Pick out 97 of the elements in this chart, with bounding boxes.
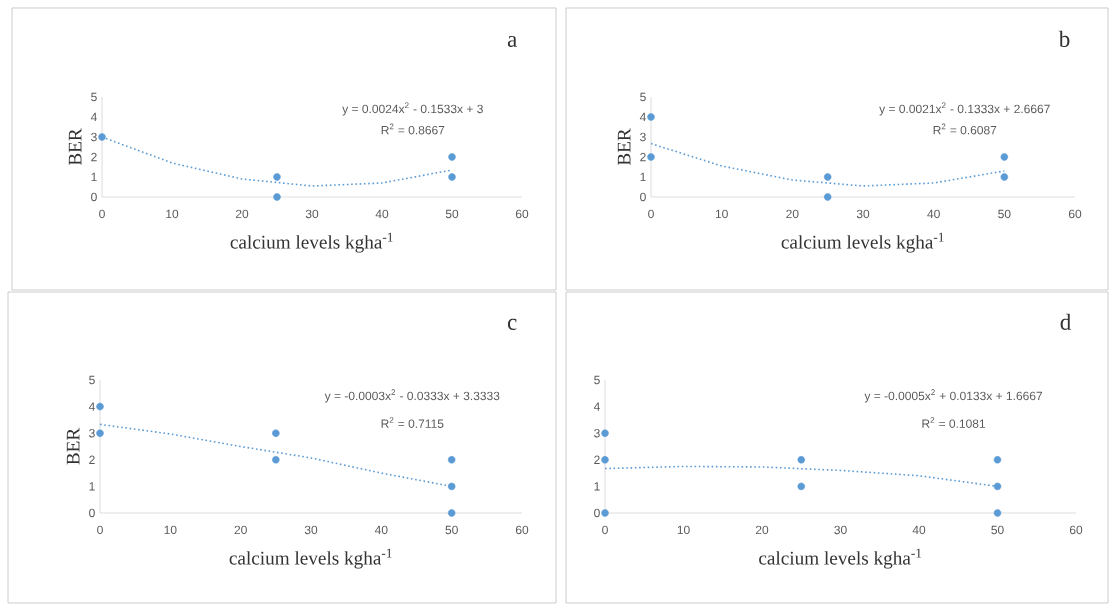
point bbox=[1000, 173, 1009, 181]
chart-title: d bbox=[1060, 313, 1072, 330]
x-tick-label: 50 bbox=[998, 209, 1011, 219]
annotation: R$^{2}$ = 0.1081 bbox=[922, 417, 986, 428]
chart-title: c bbox=[507, 318, 517, 330]
point bbox=[797, 456, 805, 464]
point bbox=[823, 193, 832, 201]
x-tick-label: 50 bbox=[991, 525, 1004, 535]
annotation: R$^{2}$ = 0.7115 bbox=[381, 417, 444, 428]
x-axis-title: calcium levels kgha$^{-1}$ bbox=[230, 232, 393, 253]
y-tick-label: 4 bbox=[90, 112, 97, 122]
y-tick-label: 0 bbox=[594, 508, 600, 518]
point bbox=[993, 482, 1002, 491]
x-tick-label: 30 bbox=[305, 209, 319, 219]
point bbox=[447, 456, 456, 464]
annotation: y = 0.0021x$^{2}$ - 0.1333x + 2.6667 bbox=[879, 102, 1050, 116]
y-tick-label: 1 bbox=[594, 482, 600, 491]
point bbox=[447, 509, 456, 517]
point bbox=[797, 482, 805, 491]
point bbox=[601, 429, 609, 437]
y-tick-label: 4 bbox=[639, 112, 646, 122]
point bbox=[272, 429, 280, 437]
y-tick-label: 0 bbox=[89, 508, 95, 518]
point bbox=[1000, 153, 1009, 161]
point bbox=[96, 429, 104, 437]
annotation: y = -0.0003x$^{2}$ - 0.0333x + 3.3333 bbox=[324, 389, 500, 403]
x-tick-label: 30 bbox=[834, 525, 847, 535]
point bbox=[96, 402, 104, 411]
point bbox=[273, 193, 281, 201]
x-tick-label: 0 bbox=[99, 209, 105, 219]
chart-title: b bbox=[1058, 30, 1070, 47]
x-tick-label: 50 bbox=[445, 209, 459, 219]
point bbox=[447, 482, 456, 491]
x-axis-title: calcium levels kgha$^{-1}$ bbox=[229, 548, 392, 569]
y-tick-label: 4 bbox=[593, 402, 600, 411]
y-tick-label: 0 bbox=[640, 192, 646, 202]
x-tick-label: 20 bbox=[786, 209, 799, 219]
y-axis-title: BER bbox=[66, 427, 80, 465]
y-tick-label: 5 bbox=[89, 375, 95, 385]
x-tick-label: 40 bbox=[912, 525, 926, 535]
y-tick-label: 1 bbox=[89, 482, 95, 491]
x-tick-label: 20 bbox=[234, 525, 247, 535]
x-tick-label: 40 bbox=[375, 209, 389, 219]
point bbox=[98, 133, 106, 141]
y-tick-label: 3 bbox=[89, 428, 95, 438]
point bbox=[601, 509, 609, 517]
x-tick-label: 60 bbox=[515, 209, 529, 219]
x-tick-label: 10 bbox=[715, 209, 728, 219]
y-tick-label: 2 bbox=[594, 455, 600, 464]
x-tick-label: 60 bbox=[1068, 209, 1082, 219]
y-tick-label: 5 bbox=[594, 375, 600, 385]
x-tick-label: 40 bbox=[374, 525, 388, 535]
x-tick-label: 10 bbox=[164, 525, 177, 535]
x-tick-label: 40 bbox=[927, 209, 940, 219]
x-tick-label: 20 bbox=[235, 209, 249, 219]
y-tick-label: 2 bbox=[91, 152, 97, 162]
y-tick-label: 3 bbox=[594, 428, 600, 438]
y-tick-label: 4 bbox=[88, 402, 95, 411]
x-tick-label: 60 bbox=[1069, 525, 1083, 535]
x-tick-label: 10 bbox=[166, 209, 179, 219]
x-tick-label: 50 bbox=[445, 525, 458, 535]
x-tick-label: 60 bbox=[515, 525, 529, 535]
x-tick-label: 0 bbox=[648, 209, 654, 219]
x-axis-title: calcium levels kgha$^{-1}$ bbox=[781, 232, 944, 253]
point bbox=[448, 153, 456, 161]
x-tick-label: 30 bbox=[304, 525, 318, 535]
point bbox=[273, 173, 281, 181]
y-axis-title: BER bbox=[617, 128, 631, 166]
point bbox=[993, 509, 1002, 517]
y-tick-label: 1 bbox=[91, 172, 97, 182]
line-series bbox=[650, 142, 1006, 187]
point bbox=[647, 153, 655, 161]
x-tick-label: 30 bbox=[856, 209, 870, 219]
point bbox=[601, 456, 609, 464]
annotation: y = -0.0005x$^{2}$ + 0.0133x + 1.6667 bbox=[864, 389, 1043, 403]
y-axis-title: BER bbox=[68, 128, 82, 166]
x-tick-label: 0 bbox=[602, 525, 608, 535]
y-tick-label: 0 bbox=[91, 192, 97, 202]
annotation: y = 0.0024x$^{2}$ - 0.1533x + 3 bbox=[342, 102, 483, 116]
y-tick-label: 5 bbox=[91, 92, 97, 102]
chart-title: a bbox=[507, 35, 517, 47]
y-tick-label: 2 bbox=[89, 455, 95, 464]
point bbox=[647, 113, 655, 121]
x-axis-title: calcium levels kgha$^{-1}$ bbox=[759, 548, 922, 569]
y-tick-label: 1 bbox=[640, 172, 646, 182]
point bbox=[272, 456, 280, 464]
y-tick-label: 2 bbox=[640, 152, 646, 162]
point bbox=[823, 173, 832, 181]
point bbox=[448, 173, 456, 181]
y-tick-label: 5 bbox=[640, 92, 646, 102]
annotation: R$^{2}$ = 0.8667 bbox=[381, 123, 445, 135]
annotation: R$^{2}$ = 0.6087 bbox=[933, 123, 997, 135]
x-tick-label: 20 bbox=[755, 525, 769, 535]
point bbox=[993, 456, 1002, 464]
y-tick-label: 3 bbox=[640, 132, 646, 142]
x-tick-label: 10 bbox=[677, 525, 690, 535]
y-tick-label: 3 bbox=[91, 132, 97, 142]
